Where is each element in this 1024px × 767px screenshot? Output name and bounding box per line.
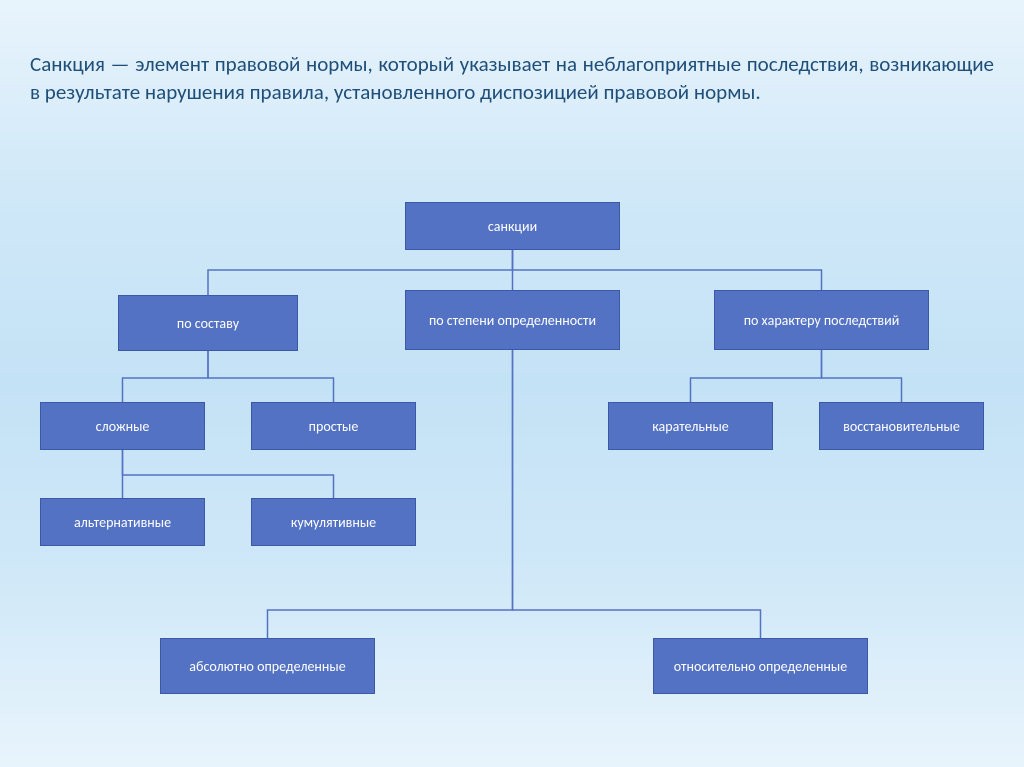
node-label: альтернативные xyxy=(74,514,171,531)
node-simple: простые xyxy=(251,402,416,450)
node-label: простые xyxy=(309,418,359,435)
node-label: кумулятивные xyxy=(291,514,376,531)
description-content: Санкция — элемент правовой нормы, которы… xyxy=(30,51,994,105)
node-label: по степени определенности xyxy=(429,312,596,329)
node-rel_certain: относительно определенные xyxy=(653,638,868,694)
node-restorative: восстановительные xyxy=(819,402,984,450)
node-complex: сложные xyxy=(40,402,205,450)
node-label: по составу xyxy=(177,315,239,332)
node-abs_certain: абсолютно определенные xyxy=(160,638,375,694)
node-label: по характеру последствий xyxy=(744,312,900,329)
node-label: сложные xyxy=(96,418,150,435)
node-punitive: карательные xyxy=(608,402,773,450)
node-alternative: альтернативные xyxy=(40,498,205,546)
description-text: Санкция — элемент правовой нормы, которы… xyxy=(30,50,994,107)
node-label: относительно определенные xyxy=(674,658,847,675)
node-label: восстановительные xyxy=(843,418,960,435)
node-label: карательные xyxy=(652,418,729,435)
node-by_consequence: по характеру последствий xyxy=(714,290,929,350)
node-root: санкции xyxy=(405,202,620,250)
node-cumulative: кумулятивные xyxy=(251,498,416,546)
node-by_certainty: по степени определенности xyxy=(405,290,620,350)
slide-background xyxy=(0,0,1024,767)
node-label: санкции xyxy=(488,218,537,235)
node-label: абсолютно определенные xyxy=(189,658,345,675)
node-by_composition: по составу xyxy=(118,295,298,351)
